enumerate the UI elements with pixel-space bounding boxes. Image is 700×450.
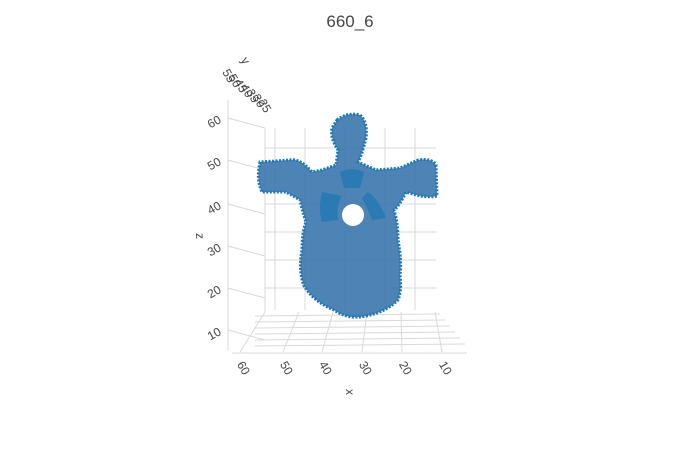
grid-line-floor-h-5	[254, 343, 466, 347]
grid-line-left-0	[227, 117, 266, 129]
grid-line-left-4	[227, 287, 266, 299]
y-tick-label: 50	[225, 72, 244, 91]
chart-title: 660_6	[326, 12, 374, 31]
y-tick-label: 25	[255, 97, 274, 116]
x-tick-label: 60	[234, 359, 253, 378]
x-axis-ticks: 60 50 40 30 20 10	[234, 359, 455, 378]
grid-line-floor-h-2	[254, 325, 451, 329]
grid-line-floor-0	[239, 311, 266, 353]
z-axis-ticks: 60 50 40 30 20 10	[205, 112, 224, 343]
x-tick-label: 10	[436, 359, 455, 378]
grid-line-left-5	[227, 329, 266, 341]
y-tick-label: 45	[231, 77, 250, 96]
y-axis-label: y	[238, 55, 253, 67]
grid-line-floor-2	[321, 311, 334, 353]
vertebral-foramen	[342, 204, 364, 226]
grid-line-floor-h-1	[254, 319, 446, 323]
x-tick-label: 50	[277, 359, 296, 378]
mesh-shade-right	[362, 192, 386, 220]
y-tick-label: 30	[249, 92, 268, 111]
z-tick-label: 60	[205, 112, 224, 131]
grid-line-left-2	[227, 203, 266, 215]
mesh-shade-neck	[340, 169, 364, 188]
z-tick-label: 40	[205, 198, 224, 217]
x-axis-label: x	[343, 389, 357, 395]
z-tick-label: 10	[205, 324, 224, 343]
y-tick-label: 55	[219, 67, 238, 86]
z-tick-label: 50	[205, 154, 224, 173]
grid-line-floor-h-4	[254, 337, 461, 341]
grid-line-floor-4	[400, 311, 403, 353]
x-tick-label: 40	[316, 359, 335, 378]
y-tick-label: 35	[243, 87, 262, 106]
mesh-shade-left	[320, 192, 342, 222]
y-tick-label: 40	[237, 82, 256, 101]
z-tick-label: 20	[205, 282, 224, 301]
vertebra-mesh[interactable]	[256, 112, 439, 319]
z-axis-label: z	[193, 233, 207, 239]
z-tick-label: 30	[205, 240, 224, 259]
x-tick-label: 20	[396, 359, 415, 378]
x-tick-label: 30	[356, 359, 375, 378]
grid-line-floor-h-3	[254, 331, 456, 335]
grid-line-left-3	[227, 245, 266, 257]
grid-line-left-1	[227, 159, 266, 171]
